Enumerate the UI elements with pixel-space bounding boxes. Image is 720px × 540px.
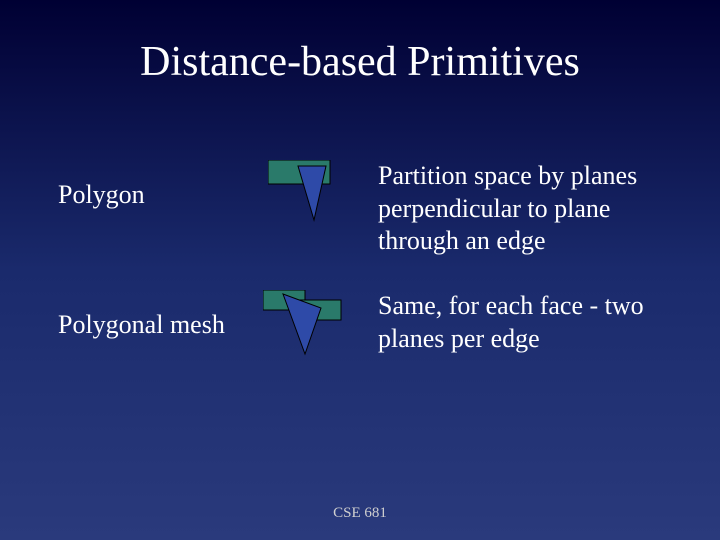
slide: Distance-based Primitives Polygon Partit…	[0, 0, 720, 540]
polygon-figure	[248, 160, 368, 230]
mesh-figure	[248, 290, 368, 362]
slide-footer: CSE 681	[0, 505, 720, 522]
polygon-description: Partition space by planes perpendicular …	[368, 160, 680, 258]
polygon-diagram-icon	[268, 160, 348, 230]
slide-title: Distance-based Primitives	[0, 38, 720, 86]
triangle	[298, 166, 326, 220]
row-polygonal-mesh: Polygonal mesh Same, for each face - two…	[58, 290, 680, 362]
polygon-label: Polygon	[58, 160, 248, 210]
mesh-description: Same, for each face - two planes per edg…	[368, 290, 680, 355]
mesh-label: Polygonal mesh	[58, 290, 248, 340]
mesh-diagram-icon	[263, 290, 353, 362]
row-polygon: Polygon Partition space by planes perpen…	[58, 160, 680, 258]
